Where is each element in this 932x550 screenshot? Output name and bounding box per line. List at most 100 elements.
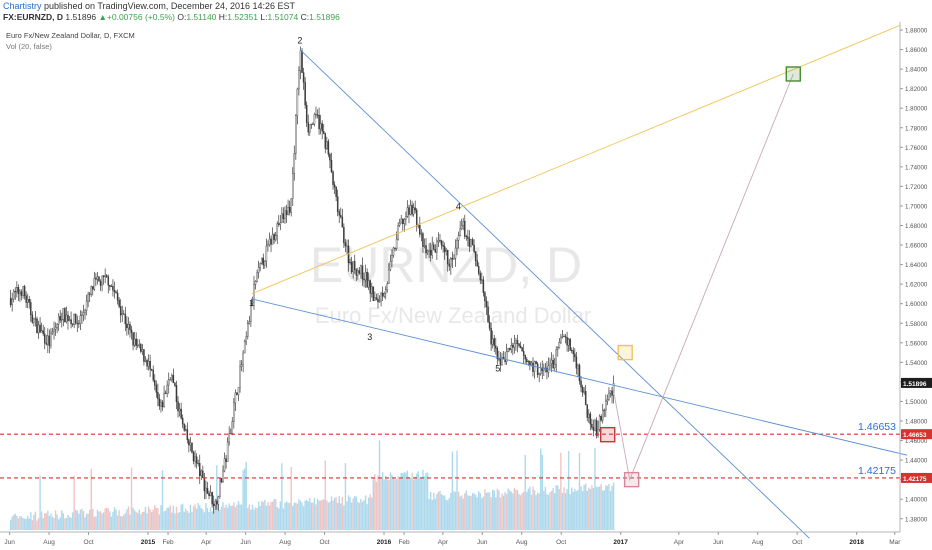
y-tick-label: 1.82000 [905,86,928,93]
candle-body [155,384,158,393]
volume-bar [245,461,247,530]
volume-bar [101,513,103,530]
candle-body [321,123,323,132]
volume-bar [332,500,334,530]
candle-body [107,276,110,286]
volume-bar [529,486,531,530]
candle-body [375,297,378,300]
volume-bar [126,509,128,530]
volume-bar [552,488,554,530]
candle-body [84,310,86,313]
volume-bar [240,504,243,530]
support-2-tag [901,472,932,483]
candle-body [19,291,21,294]
open-value: 1.51140 [186,12,217,22]
candle-body [28,299,30,303]
volume-bar [64,518,66,530]
candle-body [448,263,451,267]
volume-bar [521,493,523,530]
volume-bar [42,518,44,530]
candle-body [513,343,516,348]
volume-bar [340,503,342,530]
volume-bar [333,497,336,530]
candle-body [319,123,322,130]
candle-body [17,287,20,294]
candle-body [493,338,495,347]
candle-body [462,221,464,226]
candle-body [242,352,244,365]
volume-bar [361,501,364,530]
candle-body [226,441,229,462]
x-tick-label: 2018 [849,539,864,546]
candle-body [583,390,585,393]
candle-body [560,336,562,343]
volume-bar [468,495,471,530]
price-axis[interactable]: 1.88000 1.86000 1.84000 1.82000 1.80000 1.780… [900,28,928,524]
candle-body [340,214,342,218]
candle-body [202,470,204,479]
candle-body [73,313,75,325]
volume-bar [406,470,409,530]
volume-bar [168,507,170,530]
candle-body [150,368,153,371]
volume-bar [584,483,587,530]
candle-body [163,392,165,408]
x-tick-label: Apr [201,539,212,546]
volume-bar [82,511,85,530]
candle-body [464,221,466,237]
volume-bar [220,506,223,530]
volume-bar [279,501,282,530]
volume-bar [588,487,590,530]
candle-body [408,207,410,215]
volume-bar [369,494,371,530]
volume-bar [237,501,240,530]
volume-bar [547,494,550,530]
volume-bar [236,504,238,530]
volume-bar [581,491,584,530]
volume-bar [152,509,154,530]
candle-body [352,261,354,273]
candle-body [578,364,581,382]
y-tick-label: 1.72000 [905,184,928,191]
volume-bar [414,476,416,530]
volume-bar [25,518,27,530]
volume-bar [451,451,454,530]
candle-body [37,324,40,334]
candle-body [445,249,447,252]
candle-body [264,260,266,266]
candle-body [11,298,13,306]
candle-body [123,313,125,315]
volume-bar [394,479,396,530]
candle-body [383,293,385,297]
candle-body [76,322,79,324]
volume-bar [189,504,192,530]
y-tick-label: 1.54000 [905,360,928,367]
candle-body [577,364,579,369]
candle-body [324,133,327,149]
wave-pivot-labels: 1 2 3 4 5 [249,36,500,374]
candle-body [118,299,120,307]
candle-body [247,323,249,337]
time-axis[interactable]: Jun Aug Oct 2015 Feb Apr Jun Aug Oct 2016 Feb Apr Ju… [4,532,901,546]
candle-body [516,340,519,344]
candle-body [98,276,100,282]
volume-bar [341,496,344,530]
volume-bar [233,502,235,530]
volume-bar [324,460,326,530]
volume-bar [366,504,368,530]
candle-body [119,306,122,316]
volume-bar [397,475,399,530]
candle-body [431,244,433,256]
volume-bar [313,498,316,530]
volume-bar [65,517,68,530]
candle-body [140,344,142,352]
volume-bar [121,516,123,530]
candle-body [64,308,66,323]
candle-body [284,210,286,219]
candle-body [305,104,308,123]
candle-body [220,478,223,483]
publisher-link[interactable]: Chartistry [3,1,42,11]
volume-bar [206,508,209,530]
